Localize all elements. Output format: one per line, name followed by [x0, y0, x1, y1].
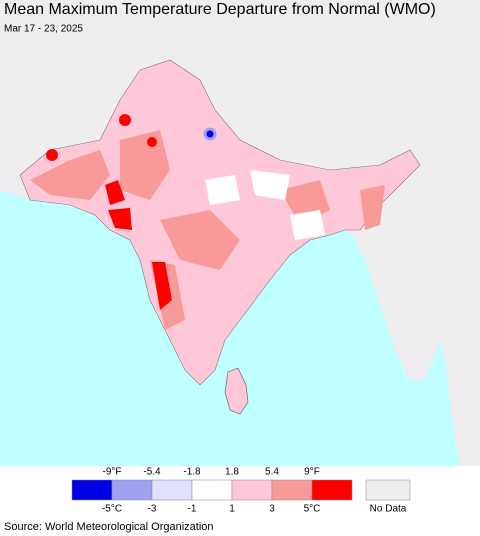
- hot-anomaly-areas: [46, 114, 172, 310]
- cold-anomaly-area: [203, 127, 217, 141]
- legend-swatch: [311, 479, 353, 501]
- map-title: Mean Maximum Temperature Departure from …: [4, 1, 436, 18]
- legend-swatch: [151, 479, 193, 501]
- legend-label-f: -1.8: [183, 467, 201, 478]
- map-subtitle: Mar 17 - 23, 2025: [4, 24, 83, 35]
- legend-label-c: 3: [269, 504, 275, 515]
- legend-swatch: [71, 479, 113, 501]
- legend-swatch: [111, 479, 153, 501]
- legend-label-c: -3: [148, 504, 157, 515]
- legend-label-f: 9°F: [304, 467, 320, 478]
- legend-swatch: [231, 479, 273, 501]
- sri-lanka: [224, 367, 249, 415]
- legend-label-c: -1: [188, 504, 197, 515]
- legend-label-f: 5.4: [265, 467, 279, 478]
- legend-label-c: -5°C: [102, 504, 122, 515]
- legend-label-f: 1.8: [225, 467, 239, 478]
- no-data-swatch: [365, 479, 411, 501]
- legend-label-f: -5.4: [143, 467, 161, 478]
- source: Source: World Meteorological Organizatio…: [4, 521, 214, 533]
- legend-label-c: 5°C: [304, 504, 321, 515]
- legend-swatch: [191, 479, 233, 501]
- white-neutral-areas: [205, 170, 325, 240]
- legend: -9°F -5.4 -1.8 1.8 5.4 9°F -5°C -3 -1 1 3 5°C No Dat…: [71, 467, 411, 515]
- legend-label-f: -9°F: [103, 467, 122, 478]
- no-data-label: No Data: [370, 504, 407, 515]
- sea: [0, 190, 460, 466]
- legend-label-c: 1: [229, 504, 235, 515]
- legend-swatch: [271, 479, 313, 501]
